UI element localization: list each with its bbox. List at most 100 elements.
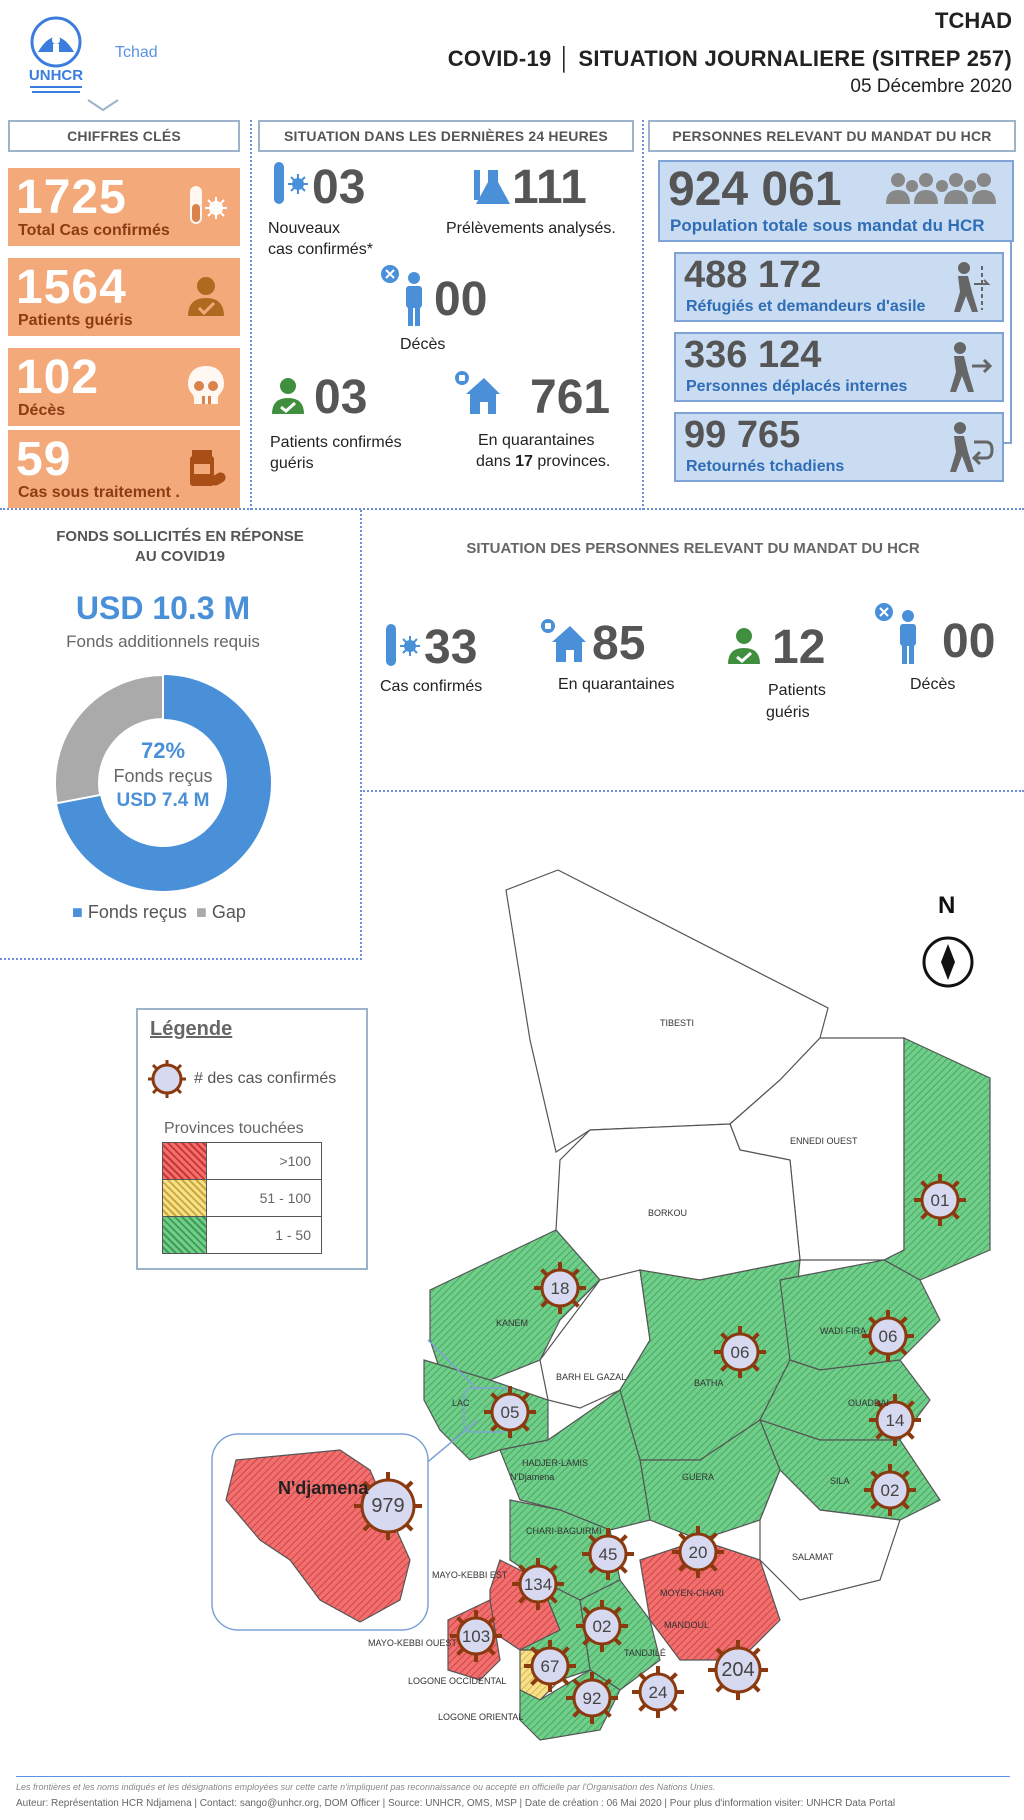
mandate-total-box: 924 061 Population totale sous mandat du…	[658, 160, 1014, 242]
case-bubble: 92	[566, 1672, 618, 1724]
case-bubble-value: 45	[599, 1545, 618, 1564]
case-bubble: 06	[862, 1310, 914, 1362]
funds-title-2: AU COVID19	[134, 548, 226, 565]
poc-quarantine-value: 85	[592, 617, 646, 670]
inset-label: N'djamena	[278, 1478, 369, 1498]
place-label-batha: BATHA	[694, 1378, 724, 1388]
last24-new-cases-label2: cas confirmés*	[268, 241, 373, 258]
map-legend: Légende # des cas confirmés Provinces to…	[136, 1008, 368, 1270]
mandate-refugees-box: 488 172 Réfugiés et demandeurs d'asile	[674, 252, 1004, 322]
quarantine-house-icon	[541, 619, 586, 662]
case-bubble: 06	[714, 1326, 766, 1378]
poc-recovered-label1: Patients	[768, 682, 826, 699]
last24-deaths-value: 00	[434, 273, 488, 326]
case-bubble: 134	[512, 1558, 564, 1610]
donut-gap-slice	[54, 673, 164, 805]
legend-scale: >100 51 - 100 1 - 50	[162, 1142, 322, 1254]
case-bubble-value: 01	[931, 1191, 950, 1210]
case-bubble-value: 103	[462, 1627, 490, 1646]
place-label-logone-occidental: LOGONE OCCIDENTAL	[408, 1676, 507, 1686]
legend-cases-label: # des cas confirmés	[194, 1070, 337, 1087]
case-bubble: 24	[632, 1666, 684, 1718]
last24-recovered-label2: guéris	[270, 455, 314, 472]
salamat-region	[759, 1468, 901, 1601]
test-tube-icon	[190, 186, 227, 224]
place-label-hadjer-lamis: HADJER-LAMIS	[522, 1458, 589, 1468]
last24-samples-label: Prélèvements analysés.	[446, 220, 616, 237]
place-label-barh-el-gazal: BARH EL GAZAL	[556, 1372, 627, 1382]
key-figure-deaths: 102 Décès	[8, 348, 240, 426]
mandate-idp-label: Personnes déplacés internes	[686, 378, 908, 395]
place-label-kanem: KANEM	[496, 1318, 529, 1328]
unhcr-logo: UNHCR	[29, 16, 83, 93]
idp-walking-icon	[950, 342, 993, 392]
mandate-returnees-box: 99 765 Retournés tchadiens	[674, 412, 1004, 482]
recovered-person-icon	[272, 378, 304, 414]
key-figures-title: CHIFFRES CLÉS	[8, 120, 240, 152]
last24-recovered-value: 03	[314, 371, 368, 424]
poc-recovered-value: 12	[772, 621, 826, 674]
place-label-mandoul: MANDOUL	[664, 1620, 710, 1630]
chad-map: 01 18 06 06 05 14 02 20 45 134 02 103 67 92 24 204 979	[211, 869, 991, 1741]
funds-pct: 72%	[140, 738, 186, 763]
last24-new-cases-label1: Nouveaux	[268, 220, 341, 237]
donut-received-slice	[56, 675, 271, 891]
last24-new-cases-value: 03	[312, 161, 366, 214]
mandate-idp-box: 336 124 Personnes déplacés internes	[674, 332, 1004, 402]
hadjer-lamis-region	[499, 1389, 651, 1531]
mandate-total-label: Population totale sous mandat du HCR	[670, 216, 985, 235]
case-bubble: 45	[582, 1528, 634, 1580]
case-bubble-value: 134	[524, 1575, 552, 1594]
case-bubble-value: 92	[583, 1689, 602, 1708]
mandate-idp-value: 336 124	[684, 334, 822, 376]
mandate-returnees-label: Retournés tchadiens	[686, 458, 845, 475]
case-bubble-value: 67	[541, 1657, 560, 1676]
case-bubble: 14	[869, 1394, 921, 1446]
case-bubble-value: 02	[881, 1481, 900, 1500]
svg-text:UNHCR: UNHCR	[29, 67, 83, 84]
report-title: COVID-19 │ SITUATION JOURNALIERE (SITREP…	[447, 46, 1012, 71]
place-label-borkou: BORKOU	[648, 1208, 688, 1218]
last24-quarantine-value: 761	[530, 371, 611, 424]
mandate-returnees-value: 99 765	[684, 414, 801, 456]
country-title: TCHAD	[935, 8, 1012, 33]
chevron-down-icon	[87, 99, 119, 112]
mandate-total-value: 924 061	[668, 163, 842, 216]
key-figure-recovered: 1564 Patients guéris	[8, 258, 240, 336]
poc-deaths-label: Décès	[910, 676, 956, 693]
case-bubble: 02	[576, 1600, 628, 1652]
funds-amount-label: Fonds additionnels requis	[66, 632, 260, 651]
last24-samples-value: 111	[512, 161, 587, 214]
logo-tagline: Tchad	[115, 44, 158, 61]
place-label-wadi-fira: WADI FIRA	[820, 1326, 867, 1336]
north-label: N	[938, 892, 956, 919]
test-tube-icon	[386, 624, 420, 666]
case-bubble: 01	[914, 1174, 966, 1226]
place-label-chari-baguirmi: CHARI-BAGUIRMI	[526, 1526, 602, 1536]
place-label-logone-oriental: LOGONE ORIENTAL	[438, 1712, 524, 1722]
place-label-guera: GUERA	[682, 1472, 715, 1482]
refugee-walking-icon	[954, 262, 991, 312]
funds-donut-chart	[54, 673, 271, 891]
case-bubble: 103	[450, 1610, 502, 1662]
skull-icon	[188, 366, 224, 404]
mandate-title: PERSONNES RELEVANT DU MANDAT DU HCR	[648, 120, 1016, 152]
place-label-salamat: SALAMAT	[792, 1552, 834, 1562]
report-date: 05 Décembre 2020	[850, 76, 1012, 97]
place-label-sila: SILA	[830, 1476, 850, 1486]
place-label-tibesti: TIBESTI	[660, 1018, 695, 1028]
case-bubble-value: 204	[721, 1659, 754, 1681]
virus-case-icon	[148, 1060, 186, 1098]
mandate-refugees-label: Réfugiés et demandeurs d'asile	[686, 298, 926, 315]
case-bubble-value: 06	[879, 1327, 898, 1346]
poc-deaths-value: 00	[942, 615, 996, 668]
funds-received-amount: USD 7.4 M	[116, 790, 210, 811]
case-bubble: 18	[534, 1262, 586, 1314]
recovered-person-icon	[188, 277, 224, 316]
legend-provinces-label: Provinces touchées	[164, 1120, 304, 1137]
case-bubble-value: 14	[886, 1411, 905, 1430]
place-label-ouaddai: OUADDAI	[848, 1398, 890, 1408]
footer-credits: Auteur: Représentation HCR Ndjamena | Co…	[16, 1798, 896, 1809]
last24-deaths-label: Décès	[400, 336, 446, 353]
case-bubble: 979	[354, 1472, 422, 1540]
